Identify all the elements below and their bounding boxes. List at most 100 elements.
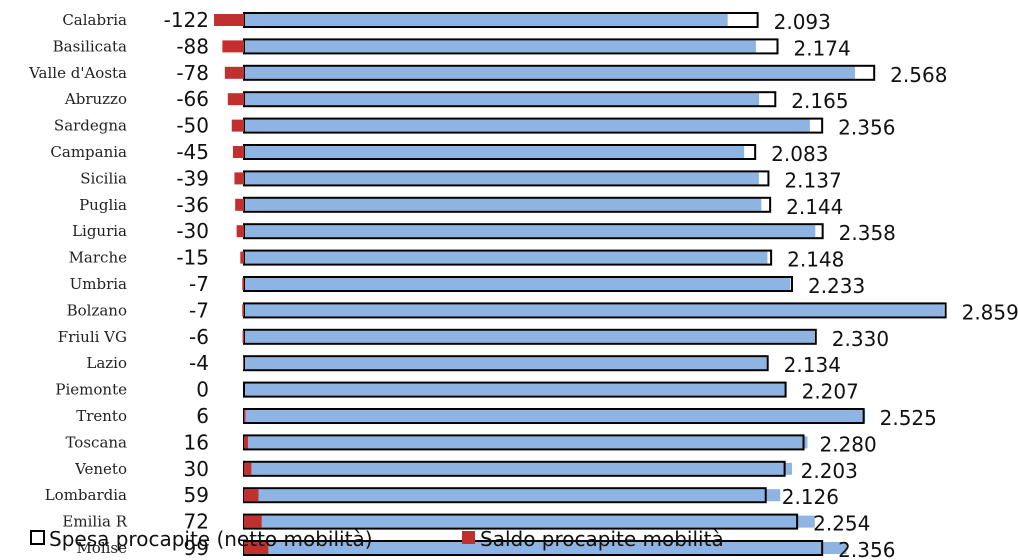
category-label-puglia: Puglia bbox=[79, 196, 127, 214]
saldo-value-label-umbria: -7 bbox=[189, 272, 209, 296]
saldo-value-label-campania: -45 bbox=[176, 140, 209, 164]
bar-gross-trento bbox=[244, 410, 866, 422]
bar-saldo-campania bbox=[232, 146, 244, 158]
category-label-veneto: Veneto bbox=[74, 460, 127, 478]
category-label-campania: Campania bbox=[50, 143, 127, 161]
saldo-value-label-molise: 99 bbox=[184, 536, 209, 560]
category-label-liguria: Liguria bbox=[72, 222, 127, 240]
bar-saldo-sicilia bbox=[234, 172, 244, 185]
spesa-value-label-liguria: 2.358 bbox=[839, 221, 896, 245]
spesa-value-label-trento: 2.525 bbox=[880, 406, 937, 430]
legend-label-saldo: Saldo procapite mobilità bbox=[480, 527, 724, 551]
category-label-trento: Trento bbox=[76, 407, 127, 425]
saldo-value-label-abruzzo: -66 bbox=[176, 87, 209, 111]
bar-spesa-piemonte bbox=[243, 381, 787, 398]
bar-gross-sicilia bbox=[244, 172, 759, 185]
bar-gross-friuli-vg bbox=[244, 330, 815, 343]
bar-gross-puglia bbox=[244, 198, 762, 211]
legend-swatch-spesa bbox=[30, 530, 45, 545]
bar-saldo-toscana bbox=[244, 436, 248, 449]
legend-swatch-saldo bbox=[462, 531, 475, 544]
spesa-value-label-sicilia: 2.137 bbox=[784, 168, 841, 192]
spesa-value-label-lombardia: 2.126 bbox=[782, 485, 839, 509]
category-label-valle-d-aosta: Valle d'Aosta bbox=[28, 64, 127, 82]
bar-gross-campania bbox=[244, 146, 745, 158]
bar-saldo-trento bbox=[244, 410, 246, 422]
bar-saldo-bolzano bbox=[242, 304, 244, 317]
category-label-calabria: Calabria bbox=[62, 11, 127, 29]
bar-saldo-emilia-r bbox=[244, 515, 262, 528]
saldo-value-label-calabria: -122 bbox=[164, 8, 209, 32]
spesa-value-label-campania: 2.083 bbox=[771, 142, 828, 166]
category-label-marche: Marche bbox=[69, 249, 128, 267]
spesa-value-label-umbria: 2.233 bbox=[808, 274, 865, 298]
bar-saldo-marche bbox=[240, 251, 244, 264]
bar-saldo-molise bbox=[244, 542, 269, 554]
saldo-value-label-piemonte: 0 bbox=[196, 378, 209, 402]
saldo-value-label-basilicata: -88 bbox=[176, 34, 209, 58]
spesa-value-label-toscana: 2.280 bbox=[820, 432, 877, 456]
spesa-value-label-veneto: 2.203 bbox=[801, 459, 858, 483]
category-label-toscana: Toscana bbox=[65, 433, 127, 451]
bar-gross-sardegna bbox=[244, 119, 810, 132]
saldo-value-label-marche: -15 bbox=[176, 246, 209, 270]
category-label-emilia-r: Emilia R bbox=[62, 513, 127, 531]
spesa-value-label-valle-d-aosta: 2.568 bbox=[890, 63, 947, 87]
spesa-value-label-basilicata: 2.174 bbox=[793, 36, 850, 60]
legend-label-spesa: Spesa procapite (netto mobilità) bbox=[49, 527, 373, 551]
bar-gross-emilia-r bbox=[244, 515, 815, 528]
category-label-molise: Molise bbox=[76, 539, 127, 557]
bar-gross-basilicata bbox=[244, 40, 756, 53]
bar-gross-lazio bbox=[244, 357, 767, 370]
bar-saldo-sardegna bbox=[231, 119, 244, 132]
bar-gross-toscana bbox=[244, 436, 808, 449]
saldo-value-label-friuli-vg: -6 bbox=[189, 325, 209, 349]
bar-saldo-lazio bbox=[243, 357, 244, 370]
bar-saldo-calabria bbox=[214, 14, 244, 26]
saldo-value-label-toscana: 16 bbox=[184, 430, 209, 454]
spesa-value-label-marche: 2.148 bbox=[787, 248, 844, 272]
saldo-value-label-sardegna: -50 bbox=[176, 114, 209, 138]
category-label-friuli-vg: Friuli VG bbox=[58, 328, 127, 346]
spesa-value-label-abruzzo: 2.165 bbox=[791, 89, 848, 113]
category-label-sardegna: Sardegna bbox=[54, 117, 127, 135]
category-label-basilicata: Basilicata bbox=[53, 37, 127, 55]
spesa-value-label-lazio: 2.134 bbox=[784, 353, 841, 377]
saldo-value-label-liguria: -30 bbox=[176, 219, 209, 243]
saldo-value-label-emilia-r: 72 bbox=[184, 510, 209, 534]
category-label-piemonte: Piemonte bbox=[55, 381, 127, 399]
saldo-value-label-trento: 6 bbox=[196, 404, 209, 428]
bar-saldo-basilicata bbox=[222, 40, 244, 53]
spesa-value-label-bolzano: 2.859 bbox=[962, 300, 1018, 324]
legend: Spesa procapite (netto mobilità) Saldo p… bbox=[30, 527, 724, 551]
bar-saldo-puglia bbox=[235, 198, 244, 211]
saldo-value-label-lombardia: 59 bbox=[184, 483, 209, 507]
bar-saldo-umbria bbox=[242, 278, 244, 290]
saldo-value-label-puglia: -36 bbox=[176, 193, 209, 217]
bars-layer bbox=[214, 12, 947, 556]
bar-gross-bolzano bbox=[244, 304, 944, 317]
bar-gross-liguria bbox=[244, 225, 816, 238]
category-label-lombardia: Lombardia bbox=[45, 486, 127, 504]
category-label-lazio: Lazio bbox=[86, 354, 127, 372]
saldo-value-label-bolzano: -7 bbox=[189, 298, 209, 322]
bar-saldo-friuli-vg bbox=[242, 330, 244, 343]
spesa-value-label-sardegna: 2.356 bbox=[838, 116, 895, 140]
spesa-value-label-calabria: 2.093 bbox=[774, 10, 831, 34]
saldo-value-label-valle-d-aosta: -78 bbox=[176, 61, 209, 85]
bar-gross-calabria bbox=[244, 14, 728, 26]
bar-gross-abruzzo bbox=[244, 93, 760, 106]
category-label-bolzano: Bolzano bbox=[67, 301, 127, 319]
saldo-value-label-sicilia: -39 bbox=[176, 166, 209, 190]
bar-gross-umbria bbox=[244, 278, 791, 290]
spesa-value-label-emilia-r: 2.254 bbox=[813, 512, 870, 536]
bar-gross-molise bbox=[244, 542, 847, 554]
category-label-umbria: Umbria bbox=[70, 275, 127, 293]
saldo-value-label-veneto: 30 bbox=[184, 457, 209, 481]
bar-saldo-lombardia bbox=[244, 489, 259, 502]
bar-gross-veneto bbox=[244, 462, 792, 475]
bar-saldo-valle-d-aosta bbox=[224, 66, 244, 79]
spesa-value-label-friuli-vg: 2.330 bbox=[832, 327, 889, 351]
saldo-value-label-lazio: -4 bbox=[189, 351, 209, 375]
